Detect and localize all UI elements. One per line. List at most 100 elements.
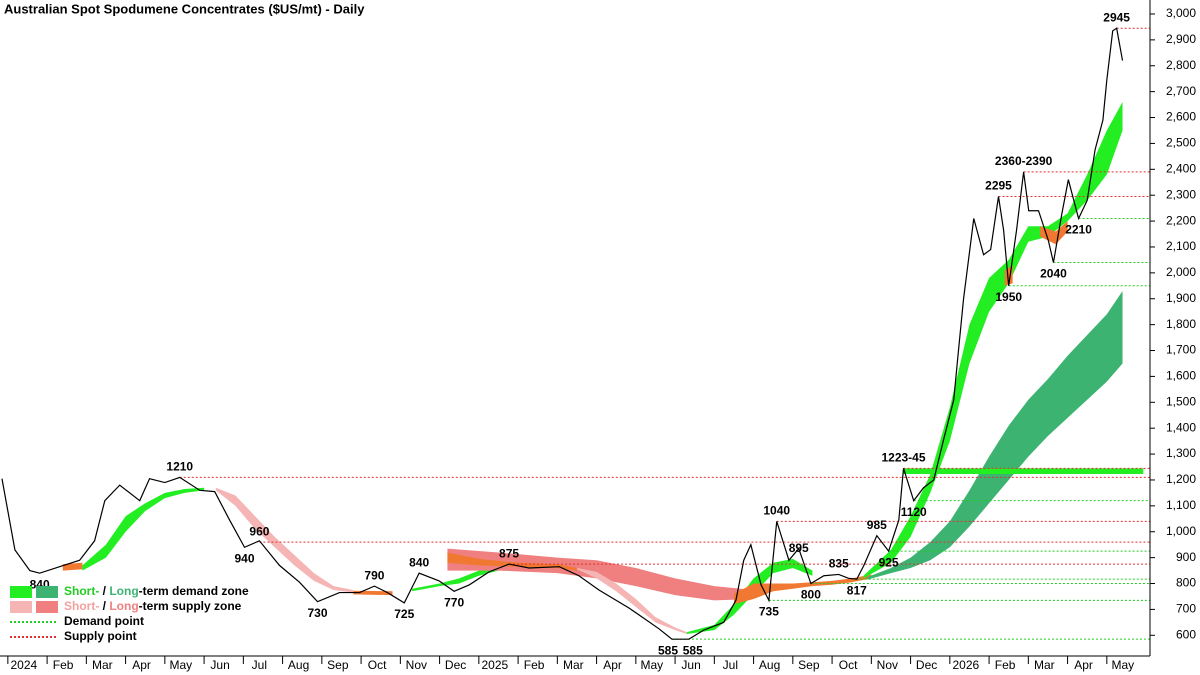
zone-band [1040,221,1068,245]
legend-swatch [10,586,32,598]
y-tick-label: 2,000 [1166,265,1196,279]
y-tick-label: 2,400 [1166,161,1196,175]
x-tick-label: Jul [723,658,738,672]
x-tick-label: Jun [681,658,700,672]
y-tick-label: 1,400 [1166,420,1196,434]
legend-text: Demand point [64,614,144,628]
zone-band [733,574,872,605]
annotation: 1040 [763,504,790,518]
x-tick-label: May [1111,658,1134,672]
x-tick-label: Mar [563,658,584,672]
annotation: 835 [829,557,849,571]
annotation: 2360-2390 [995,154,1053,168]
zone-band [447,552,577,571]
annotation: 1223-45 [881,450,925,464]
annotation: 770 [444,595,464,609]
price-line [1,27,1124,640]
y-tick-label: 2,300 [1166,187,1196,201]
y-tick-label: 2,700 [1166,84,1196,98]
chart-title: Australian Spot Spodumene Concentrates (… [4,1,365,16]
x-tick-label: Apr [132,658,151,672]
y-tick-label: 900 [1176,550,1196,564]
y-tick-label: 1,100 [1166,498,1196,512]
legend-swatch [36,586,58,598]
x-tick-label: Nov [406,658,427,672]
y-tick-label: 700 [1176,602,1196,616]
y-tick-label: 2,900 [1166,32,1196,46]
x-tick-label: May [641,658,664,672]
x-tick-label: Dec [445,658,466,672]
legend-text: / [99,599,109,613]
x-tick-label: Apr [1074,658,1093,672]
zone-band [215,487,354,593]
annotation: 1120 [901,505,927,519]
y-tick-label: 2,200 [1166,213,1196,227]
x-tick-label: Sep [327,658,349,672]
y-tick-label: 2,800 [1166,58,1196,72]
annotation: 1210 [166,460,193,474]
legend-swatch [36,601,58,613]
x-tick-label: Feb [53,658,74,672]
zone-band [82,487,205,571]
x-tick-label: Oct [368,658,387,672]
annotation: 985 [867,518,887,532]
legend-swatch [10,601,32,613]
legend-text: -term demand zone [139,584,249,598]
legend-label: Short- / Long-term demand zone [64,584,249,598]
x-tick-label: Nov [877,658,898,672]
x-tick-label: Jul [252,658,267,672]
annotation: 895 [789,541,809,555]
x-tick-label: 2026 [952,658,979,672]
y-tick-label: 2,100 [1166,239,1196,253]
legend-text: / [99,584,109,598]
y-tick-label: 600 [1176,627,1196,641]
annotation: 960 [249,524,269,538]
annotation: 730 [308,606,328,620]
annotation: 800 [801,588,821,602]
annotation: 817 [847,583,867,597]
legend-label: Demand point [64,614,144,628]
y-tick-label: 1,000 [1166,524,1196,538]
legend-text: Supply point [64,629,137,643]
y-tick-label: 1,900 [1166,291,1196,305]
legend-text: Long [109,599,138,613]
x-tick-label: Aug [288,658,309,672]
y-tick-label: 1,500 [1166,394,1196,408]
y-tick-label: 1,300 [1166,446,1196,460]
x-tick-label: Dec [916,658,937,672]
x-tick-label: Oct [839,658,858,672]
annotation: 585 [658,643,678,657]
y-tick-label: 1,800 [1166,317,1196,331]
annotation: 840 [409,555,429,569]
x-tick-label: Feb [995,658,1016,672]
y-tick-label: 1,200 [1166,472,1196,486]
zone-band [576,567,687,634]
x-tick-label: Apr [603,658,622,672]
annotation: 925 [879,555,899,569]
legend-text: Long [109,584,138,598]
zone-band [62,562,83,571]
y-tick-label: 3,000 [1166,6,1196,20]
annotation: 725 [394,607,414,621]
annotation: 875 [499,546,519,560]
annotation: 585 [683,643,703,657]
y-tick-label: 1,700 [1166,343,1196,357]
x-tick-label: Feb [524,658,545,672]
x-tick-label: Mar [92,658,113,672]
annotation: 2210 [1065,223,1092,237]
x-tick-label: 2025 [481,658,508,672]
annotation: 790 [364,568,384,582]
legend-text: Short- [64,599,99,613]
annotation: 735 [759,605,779,619]
legend-text: Short- [64,584,99,598]
annotation: 1950 [995,290,1022,304]
legend-label: Short- / Long-term supply zone [64,599,242,613]
x-tick-label: Jun [210,658,229,672]
zone-band [903,468,1144,475]
legend-text: -term supply zone [139,599,242,613]
annotation: 940 [235,551,255,565]
x-tick-label: Aug [759,658,780,672]
annotation: 2040 [1040,267,1067,281]
x-tick-label: Sep [798,658,820,672]
